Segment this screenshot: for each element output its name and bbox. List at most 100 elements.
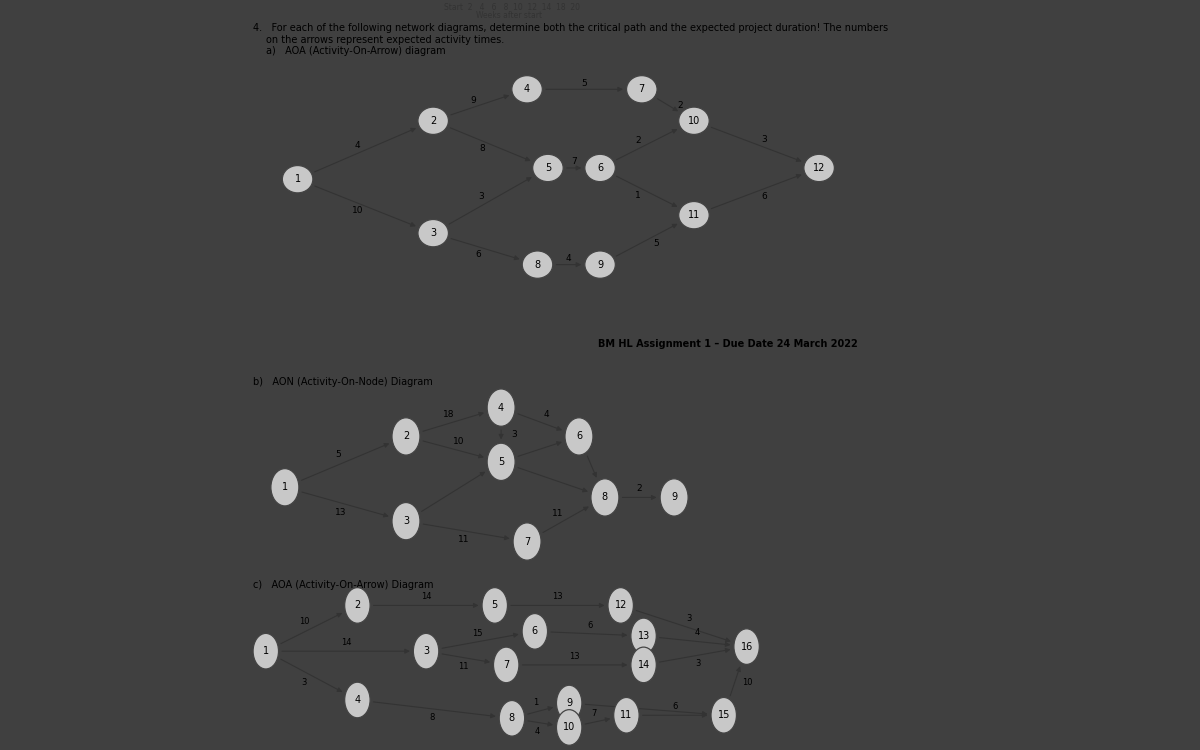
- Text: BM HL Assignment 1 – Due Date 24 March 2022: BM HL Assignment 1 – Due Date 24 March 2…: [598, 339, 857, 349]
- Text: 18: 18: [443, 410, 454, 419]
- Text: 4: 4: [544, 410, 550, 419]
- Text: 2: 2: [635, 136, 641, 145]
- Text: 11: 11: [457, 535, 469, 544]
- Text: 9: 9: [470, 95, 475, 104]
- Text: 6: 6: [598, 163, 604, 173]
- Text: 2: 2: [403, 431, 409, 442]
- Ellipse shape: [660, 478, 688, 516]
- Ellipse shape: [418, 220, 449, 247]
- Ellipse shape: [679, 107, 709, 134]
- Ellipse shape: [557, 686, 582, 721]
- Text: 4: 4: [354, 695, 360, 705]
- Ellipse shape: [522, 614, 547, 650]
- Ellipse shape: [584, 154, 616, 182]
- Text: 9: 9: [566, 698, 572, 708]
- Text: 3: 3: [762, 135, 767, 144]
- Text: a)   AOA (Activity-On-Arrow) diagram: a) AOA (Activity-On-Arrow) diagram: [266, 46, 445, 56]
- Text: 6: 6: [672, 702, 678, 711]
- Ellipse shape: [344, 682, 370, 718]
- Text: 8: 8: [534, 260, 540, 270]
- Text: 16: 16: [740, 641, 752, 652]
- Ellipse shape: [608, 587, 634, 623]
- Text: 10: 10: [688, 116, 700, 126]
- Ellipse shape: [557, 710, 582, 746]
- Text: 4: 4: [535, 727, 540, 736]
- Text: 11: 11: [688, 210, 700, 220]
- Ellipse shape: [344, 587, 370, 623]
- Text: 11: 11: [552, 509, 564, 518]
- Text: 8: 8: [509, 713, 515, 723]
- Text: 13: 13: [335, 508, 347, 517]
- Text: 7: 7: [524, 536, 530, 547]
- Ellipse shape: [493, 647, 518, 682]
- Text: 4.   For each of the following network diagrams, determine both the critical pat: 4. For each of the following network dia…: [253, 22, 888, 33]
- Ellipse shape: [533, 154, 563, 182]
- Text: 4: 4: [566, 254, 571, 263]
- Text: 10: 10: [563, 722, 575, 733]
- Text: 6: 6: [762, 192, 767, 201]
- Text: 6: 6: [532, 626, 538, 636]
- Text: 4: 4: [498, 403, 504, 412]
- Text: 4: 4: [354, 141, 360, 150]
- Text: 12: 12: [614, 601, 626, 610]
- Text: 4: 4: [695, 628, 700, 638]
- Ellipse shape: [734, 628, 760, 664]
- Ellipse shape: [565, 418, 593, 455]
- Ellipse shape: [487, 389, 515, 426]
- Text: 7: 7: [503, 660, 509, 670]
- Text: 7: 7: [592, 709, 596, 718]
- Text: 3: 3: [511, 430, 517, 439]
- Text: 10: 10: [352, 206, 364, 215]
- Text: 12: 12: [812, 163, 826, 173]
- Text: 3: 3: [403, 516, 409, 526]
- Text: 5: 5: [654, 239, 659, 248]
- Ellipse shape: [631, 647, 656, 682]
- Text: 5: 5: [498, 457, 504, 466]
- Text: 14: 14: [637, 660, 649, 670]
- Text: 6: 6: [475, 250, 481, 259]
- Text: 15: 15: [472, 628, 482, 638]
- Ellipse shape: [418, 107, 449, 134]
- Ellipse shape: [512, 76, 542, 103]
- Text: Start  2   4   6   8  10  12  14  18  20: Start 2 4 6 8 10 12 14 18 20: [444, 3, 580, 12]
- Ellipse shape: [282, 166, 313, 193]
- Text: 11: 11: [457, 662, 468, 670]
- Ellipse shape: [392, 503, 420, 540]
- Text: 5: 5: [492, 601, 498, 610]
- Text: 15: 15: [718, 710, 730, 720]
- Text: 8: 8: [430, 713, 436, 722]
- Text: 1: 1: [282, 482, 288, 492]
- Text: 14: 14: [341, 638, 352, 647]
- Ellipse shape: [804, 154, 834, 182]
- Ellipse shape: [613, 698, 640, 733]
- Ellipse shape: [413, 634, 439, 669]
- Ellipse shape: [514, 523, 541, 560]
- Text: 2: 2: [354, 601, 360, 610]
- Ellipse shape: [631, 618, 656, 654]
- Text: 10: 10: [299, 617, 310, 626]
- Text: b)   AON (Activity-On-Node) Diagram: b) AON (Activity-On-Node) Diagram: [253, 377, 433, 387]
- Ellipse shape: [271, 469, 299, 506]
- Text: 7: 7: [571, 158, 577, 166]
- Text: 5: 5: [336, 450, 342, 459]
- Text: 3: 3: [430, 228, 437, 238]
- Text: 6: 6: [587, 621, 593, 630]
- Text: on the arrows represent expected activity times.: on the arrows represent expected activit…: [266, 35, 504, 45]
- Text: Weeks after start: Weeks after start: [475, 10, 542, 20]
- Text: 5: 5: [582, 79, 587, 88]
- Text: 13: 13: [637, 631, 649, 641]
- Text: 1: 1: [635, 191, 641, 200]
- Text: 8: 8: [479, 145, 485, 154]
- Ellipse shape: [392, 418, 420, 455]
- Text: 7: 7: [638, 84, 644, 94]
- Ellipse shape: [482, 587, 508, 623]
- Text: 1: 1: [533, 698, 539, 707]
- Ellipse shape: [590, 478, 619, 516]
- Text: 2: 2: [678, 100, 684, 109]
- Text: 13: 13: [570, 652, 581, 661]
- Text: 10: 10: [743, 678, 752, 687]
- Text: 8: 8: [602, 493, 608, 502]
- Ellipse shape: [487, 443, 515, 481]
- Ellipse shape: [712, 698, 737, 733]
- Text: 9: 9: [598, 260, 604, 270]
